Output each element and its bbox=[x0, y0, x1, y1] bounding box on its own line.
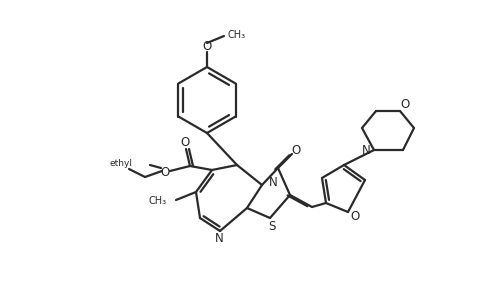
Text: O: O bbox=[400, 98, 410, 111]
Text: ethyl: ethyl bbox=[109, 159, 132, 168]
Text: CH₃: CH₃ bbox=[149, 196, 167, 206]
Text: N: N bbox=[269, 177, 278, 189]
Text: N: N bbox=[362, 145, 370, 157]
Text: O: O bbox=[160, 166, 170, 180]
Text: CH₃: CH₃ bbox=[227, 30, 245, 40]
Text: N: N bbox=[214, 233, 223, 246]
Text: O: O bbox=[291, 143, 301, 157]
Text: O: O bbox=[202, 40, 211, 54]
Text: O: O bbox=[180, 136, 190, 150]
Text: O: O bbox=[351, 210, 359, 223]
Text: S: S bbox=[268, 221, 276, 233]
